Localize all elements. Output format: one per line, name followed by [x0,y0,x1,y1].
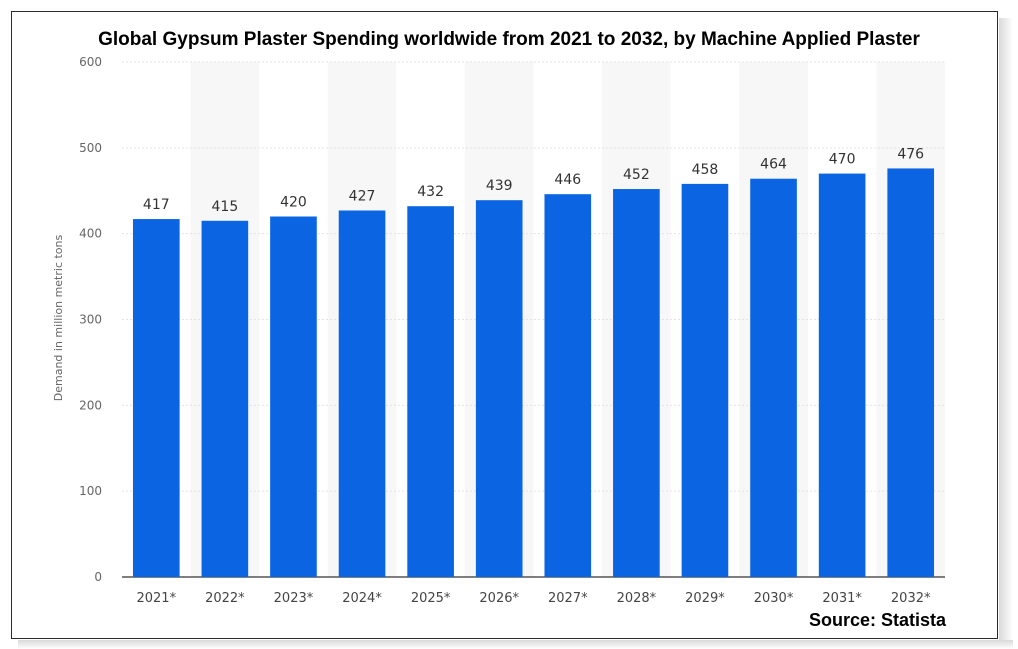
bar [544,194,592,577]
x-axis-ticks: 2021* 2022* 2023* 2024* 2025* 2026* 2027* 2028*… [136,591,931,606]
data-label: 427 [349,188,376,204]
x-tick-label: 2028* [617,591,657,606]
bar [475,200,523,578]
y-tick-label: 500 [79,141,102,155]
gridlines [122,61,945,578]
y-tick-label: 0 [94,570,102,584]
bar [270,216,317,577]
data-label: 476 [897,146,924,162]
y-axis-ticks: 0 100 200 300 400 500 600 [79,55,102,584]
data-label: 439 [486,178,513,194]
x-tick-label: 2021* [136,591,176,606]
data-label: 452 [623,167,650,183]
x-tick-label: 2022* [205,591,245,606]
data-label: 432 [417,184,444,200]
frame-shadow-right [999,18,1013,643]
data-label: 464 [760,157,787,173]
bar [818,173,866,578]
data-labels: 417 415 420 427 432 439 446 452 458 464 470 476 [143,146,924,214]
y-axis-label: Demand in million metric tons [52,235,65,402]
x-tick-label: 2029* [685,591,725,606]
bar [407,206,454,577]
x-tick-label: 2023* [274,591,314,606]
x-tick-label: 2025* [411,591,451,606]
bar [750,178,797,577]
bar [201,220,249,577]
data-label: 420 [280,195,307,211]
data-label: 446 [554,172,581,188]
data-label: 415 [212,199,239,215]
data-label: 417 [143,197,170,213]
y-tick-label: 300 [79,313,102,327]
y-tick-label: 400 [79,227,102,241]
source-note: Source: Statista [808,610,946,630]
x-tick-label: 2031* [822,591,862,606]
bar [887,168,935,577]
frame-shadow-bottom [18,640,1013,649]
y-tick-label: 100 [79,484,102,498]
x-tick-label: 2030* [754,591,794,606]
x-tick-label: 2024* [342,591,382,606]
x-tick-label: 2032* [891,591,931,606]
data-label: 458 [692,162,719,178]
bar [613,189,660,578]
bar [132,219,180,577]
bars [132,168,935,578]
x-tick-label: 2026* [479,591,519,606]
y-tick-label: 600 [79,55,102,69]
bar [681,183,729,577]
y-tick-label: 200 [79,398,102,412]
chart-title: Global Gypsum Plaster Spending worldwide… [98,29,920,50]
bar [338,210,386,577]
x-tick-label: 2027* [548,591,588,606]
data-label: 470 [829,152,856,168]
